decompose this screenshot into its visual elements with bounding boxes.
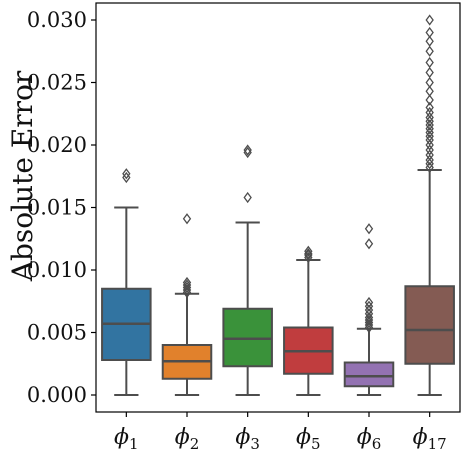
x-tick-label: ϕ2 xyxy=(175,425,200,450)
y-tick-label: 0.000 xyxy=(27,383,87,407)
y-tick-label: 0.015 xyxy=(27,196,87,220)
y-tick-label: 0.030 xyxy=(27,8,87,32)
outlier-point xyxy=(304,245,313,257)
outlier-point xyxy=(425,85,434,97)
x-tick-label: ϕ1 xyxy=(114,425,139,450)
outlier-point xyxy=(122,168,131,180)
outlier-point xyxy=(425,154,434,166)
outlier-point xyxy=(243,144,252,156)
outlier-point xyxy=(425,106,434,119)
box-group-5 xyxy=(343,223,395,396)
outlier-point xyxy=(182,213,192,225)
axes: 0.000 0.005 0.010 0.015 0.020 0.025 0.030 ϕ1 ϕ2 ϕ… xyxy=(27,2,461,450)
y-axis-title: Absolute Error xyxy=(6,70,39,282)
y-tick-label: 0.020 xyxy=(27,133,87,157)
outlier-point xyxy=(425,66,434,79)
box xyxy=(343,361,395,388)
outlier-point xyxy=(425,149,434,161)
outlier-point xyxy=(425,26,434,39)
x-tick-label: ϕ3 xyxy=(235,425,260,450)
x-tick-label: ϕ6 xyxy=(357,425,382,450)
outlier-point xyxy=(425,94,434,106)
x-tick-label: ϕ17 xyxy=(413,425,447,450)
outlier-point xyxy=(425,35,434,47)
outlier-point xyxy=(425,76,434,89)
x-tick-label: ϕ5 xyxy=(296,425,321,450)
box-group-1 xyxy=(101,168,152,396)
plot-area xyxy=(101,14,455,396)
outlier-point xyxy=(425,101,434,114)
y-tick-label: 0.005 xyxy=(27,321,87,345)
outlier-point xyxy=(243,191,252,204)
box xyxy=(404,285,455,365)
outlier-point xyxy=(425,56,434,69)
outlier-point xyxy=(425,14,434,26)
outlier-point xyxy=(364,296,374,309)
outlier-point xyxy=(182,276,192,289)
outlier-point xyxy=(425,144,434,156)
outlier-point xyxy=(425,45,434,57)
outlier-point xyxy=(364,238,374,250)
box-group-2 xyxy=(161,213,213,396)
outlier-point xyxy=(425,139,434,151)
box-group-3 xyxy=(222,144,273,396)
outlier-point xyxy=(425,111,434,124)
outlier-point xyxy=(364,223,374,235)
box-group-6 xyxy=(404,14,455,396)
y-tick-label: 0.010 xyxy=(27,258,87,282)
box-group-4 xyxy=(283,245,334,396)
y-tick-label: 0.025 xyxy=(27,71,87,95)
